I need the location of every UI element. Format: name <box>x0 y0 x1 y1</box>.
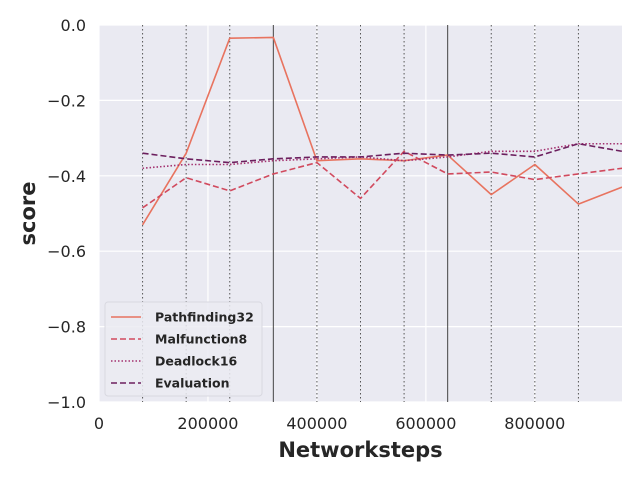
y-tick-label: 0.0 <box>61 16 86 35</box>
y-tick-label: −0.4 <box>47 167 86 186</box>
series-lines <box>141 36 622 226</box>
series-line-malfunction8 <box>142 150 622 209</box>
y-tick-label: −0.6 <box>47 242 86 261</box>
x-tick-label: 0 <box>94 414 104 433</box>
y-tick-label: −1.0 <box>47 393 86 412</box>
legend-label: Malfunction8 <box>155 332 247 347</box>
y-axis-label: score <box>16 182 40 246</box>
legend: Pathfinding32 Malfunction8 Deadlock16 Evalu… <box>104 301 263 397</box>
x-tick-label: 800000 <box>504 414 565 433</box>
series-line-pathfinding32 <box>141 36 622 226</box>
x-tick-label: 200000 <box>177 414 238 433</box>
y-tick-label: −0.8 <box>47 318 86 337</box>
legend-label: Deadlock16 <box>155 354 238 369</box>
y-tick-label: −0.2 <box>47 91 86 110</box>
legend-label: Pathfinding32 <box>155 310 254 325</box>
legend-box <box>104 301 263 397</box>
series-line-evaluation <box>142 142 622 164</box>
x-axis-ticks: 0 200000 400000 600000 800000 <box>94 414 565 433</box>
x-tick-label: 400000 <box>286 414 347 433</box>
vertical-reference-lines <box>142 25 579 402</box>
x-tick-label: 600000 <box>395 414 456 433</box>
legend-label: Evaluation <box>155 376 230 391</box>
y-axis-ticks: 0.0 −0.2 −0.4 −0.6 −0.8 −1.0 <box>47 16 86 412</box>
x-axis-label: Networksteps <box>278 438 442 462</box>
